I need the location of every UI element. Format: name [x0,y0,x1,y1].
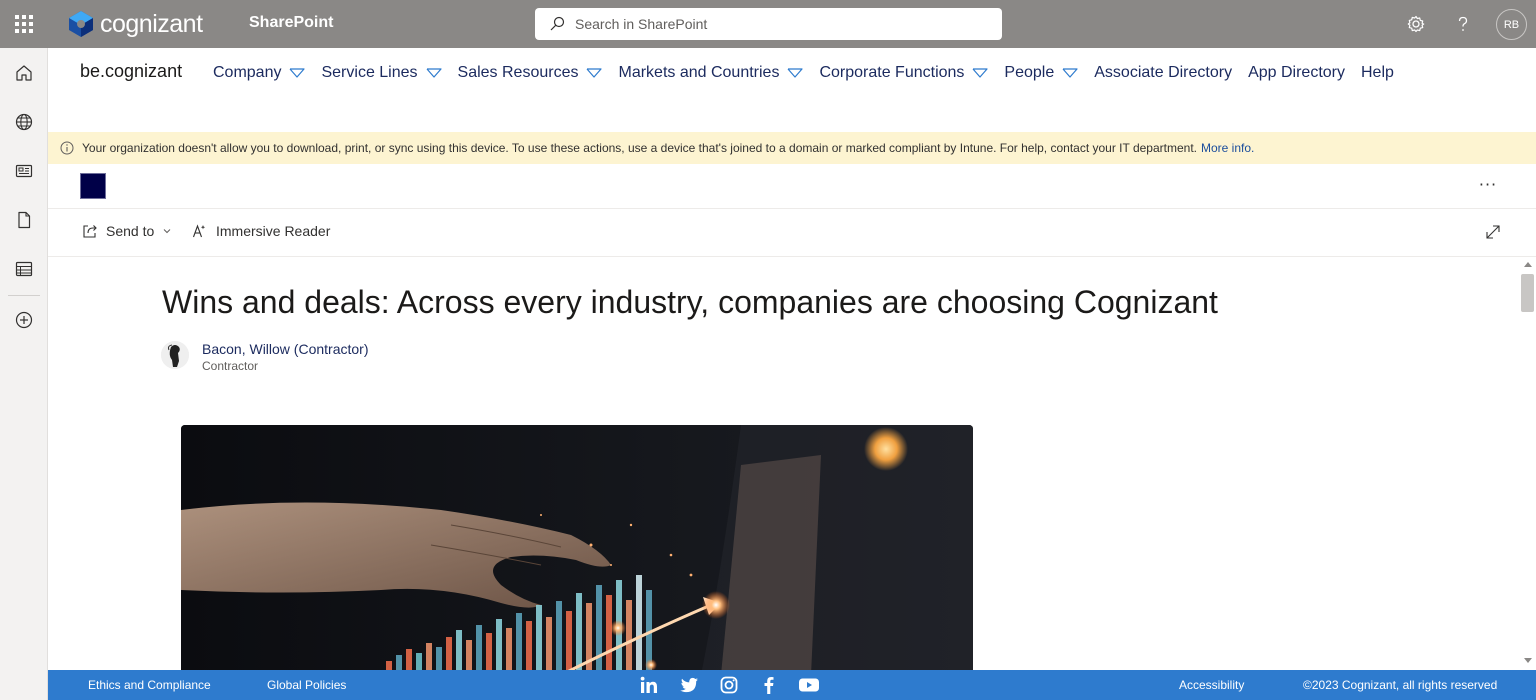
site-footer: Ethics and Compliance Global Policies Ac… [48,670,1536,700]
list-icon[interactable] [12,257,36,281]
more-options-icon: ··· [1478,174,1498,194]
nav-item-corporate-functions[interactable]: Corporate Functions [819,64,989,82]
share-icon [83,225,97,238]
send-to-button[interactable]: Send to [82,223,172,239]
copyright-text: ©2023 Cognizant, all rights reserved [1303,678,1498,692]
facebook-icon[interactable] [758,674,780,696]
compliance-info-bar: Your organization doesn't allow you to d… [48,132,1536,164]
gear-icon[interactable] [1404,12,1428,36]
immersive-reader-button[interactable]: Immersive Reader [192,223,330,239]
nav-item-label: Associate Directory [1094,64,1233,81]
nav-item-label: Service Lines [321,64,418,81]
nav-item-label: Markets and Countries [618,64,780,81]
globe-icon[interactable] [12,110,36,134]
nav-item-label: Sales Resources [457,64,579,81]
command-bar: Send to Immersive Reader [48,209,1536,257]
nav-item-label: Company [213,64,282,81]
app-bar [0,48,48,700]
chevron-down-icon [163,229,171,234]
nav-item-app-directory[interactable]: App Directory [1248,64,1345,82]
avatar[interactable]: RB [1496,9,1527,40]
article-canvas: Wins and deals: Across every industry, c… [48,258,1520,670]
instagram-icon[interactable] [718,674,740,696]
chevron-down-icon[interactable] [426,68,442,78]
immersive-reader-icon [192,224,206,238]
chevron-down-icon[interactable] [586,68,603,78]
global-policies-link[interactable]: Global Policies [267,678,347,692]
scroll-thumb[interactable] [1521,274,1534,312]
hero-image [181,425,973,670]
nav-item-people[interactable]: People [1004,64,1078,82]
logo-text: cognizant [100,9,203,38]
chevron-down-icon[interactable] [1062,68,1078,78]
chevron-down-icon[interactable] [972,68,989,78]
more-info-link[interactable]: More info. [1201,141,1255,155]
twitter-icon[interactable] [678,674,700,696]
youtube-icon[interactable] [798,674,820,696]
help-icon[interactable] [1451,12,1475,36]
nav-item-help[interactable]: Help [1361,64,1394,82]
scroll-down-icon[interactable] [1524,658,1532,663]
avatar-initials: RB [1503,18,1520,31]
accessibility-link[interactable]: Accessibility [1179,678,1245,692]
waffle-icon[interactable] [0,0,48,48]
document-icon[interactable] [12,208,36,232]
home-icon[interactable] [12,61,36,85]
app-name[interactable]: SharePoint [249,14,334,31]
linkedin-icon[interactable] [638,674,660,696]
top-nav: Company Service Lines Sales Resources Ma… [213,62,1410,84]
app-bar-divider [8,295,40,296]
expand-icon[interactable] [1484,223,1504,243]
search-input[interactable] [575,16,975,32]
site-title[interactable]: be.cognizant [80,61,183,81]
nav-item-markets-and-countries[interactable]: Markets and Countries [618,64,804,82]
nav-item-sales-resources[interactable]: Sales Resources [458,64,603,82]
vertical-scrollbar[interactable] [1520,258,1536,670]
nav-item-label: People [1004,64,1055,81]
ethics-link[interactable]: Ethics and Compliance [88,678,211,692]
author-role: Contractor [202,359,259,373]
info-icon [60,141,74,155]
nav-item-company[interactable]: Company [213,64,306,82]
nav-item-label: App Directory [1248,64,1345,81]
hub-navigation: be.cognizant Company Service Lines Sales… [48,48,1536,132]
search-box[interactable] [535,8,1002,40]
site-logo[interactable] [80,173,106,199]
author-photo[interactable] [161,341,189,369]
send-to-label: Send to [106,223,155,239]
nav-item-associate-directory[interactable]: Associate Directory [1094,64,1232,82]
chevron-down-icon[interactable] [289,68,306,78]
suite-bar: cognizant SharePoint RB [0,0,1536,48]
scroll-up-icon[interactable] [1524,262,1532,267]
cognizant-logo-mark-icon [69,11,93,37]
news-icon[interactable] [12,159,36,183]
nav-item-label: Help [1361,64,1394,81]
page-title: Wins and deals: Across every industry, c… [162,284,1218,320]
nav-item-service-lines[interactable]: Service Lines [321,64,442,82]
search-icon [550,16,565,31]
immersive-reader-label: Immersive Reader [216,223,331,239]
info-message: Your organization doesn't allow you to d… [82,141,1197,155]
chevron-down-icon[interactable] [787,68,804,78]
author-name[interactable]: Bacon, Willow (Contractor) [202,341,369,357]
nav-item-label: Corporate Functions [819,64,965,81]
add-circle-icon[interactable] [12,308,36,332]
more-options-button[interactable]: ··· [1476,172,1500,196]
page-header: ··· [48,164,1536,209]
cognizant-logo[interactable]: cognizant [66,9,203,39]
